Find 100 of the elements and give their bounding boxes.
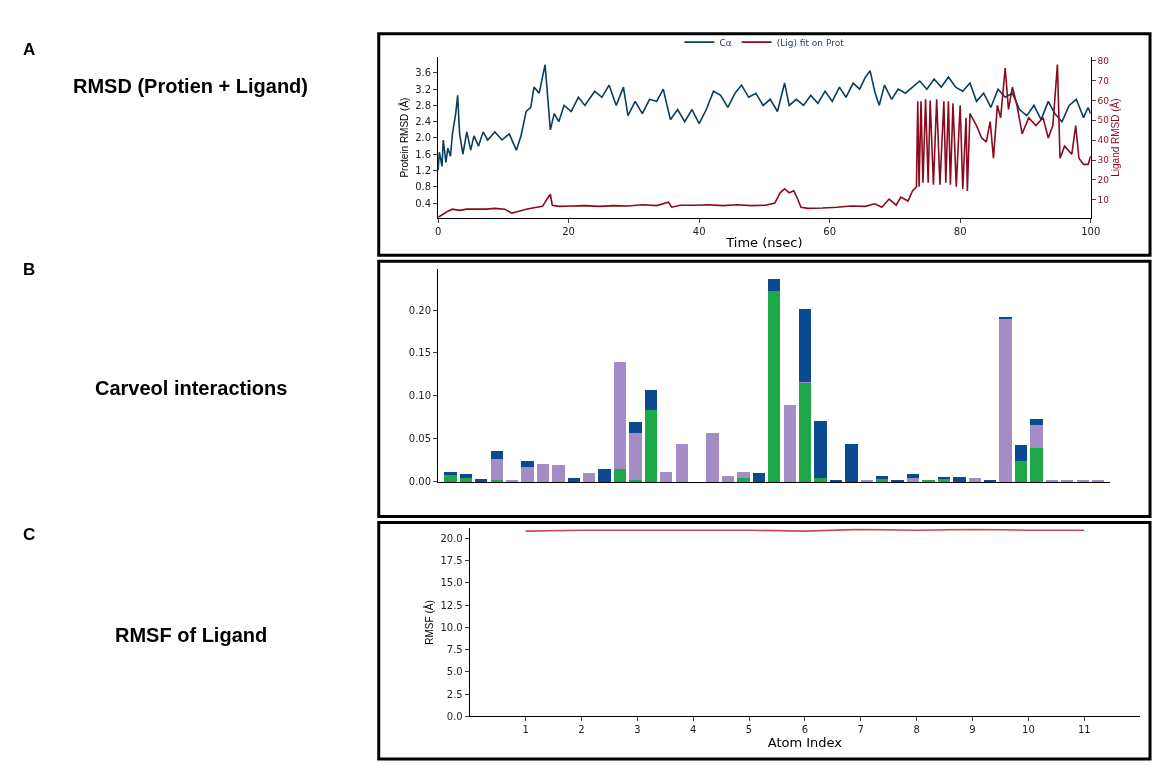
legend-label: (Lig) fit on Prot — [776, 37, 845, 48]
y2-tick-label: 50 — [1097, 115, 1110, 126]
y-tick-label: 17.5 — [440, 555, 463, 567]
y-tick-label: 12.5 — [440, 599, 463, 611]
x-tick-label: 4 — [690, 724, 697, 736]
y2-axis-title: Ligand RMSD (Å) — [1109, 98, 1122, 177]
y2-tick-label: 60 — [1097, 95, 1110, 106]
x-tick-label: 5 — [745, 724, 753, 736]
bar — [876, 479, 889, 482]
bar — [459, 474, 473, 478]
bar — [490, 458, 503, 481]
bar — [1014, 461, 1028, 482]
y2-tick-label: 80 — [1097, 55, 1110, 66]
legend-label: Cα — [719, 37, 732, 48]
y-tick-label: 1.2 — [415, 165, 432, 177]
y-tick-label: 2.0 — [415, 132, 432, 144]
bar — [906, 474, 920, 478]
bar — [475, 479, 488, 482]
bar — [629, 421, 642, 433]
bar — [1030, 447, 1043, 482]
y-tick-label: 0.8 — [415, 181, 432, 193]
bar — [567, 477, 580, 482]
bar — [798, 309, 812, 383]
text: RMSD (Protien + Ligand) — [73, 75, 308, 97]
bar — [613, 362, 627, 470]
y2-tick-label: 70 — [1097, 75, 1110, 86]
bar — [629, 432, 642, 481]
x-axis-title: Atom Index — [767, 735, 843, 751]
x-tick-label: 10 — [1022, 724, 1035, 736]
y2-tick-label: 20 — [1097, 175, 1110, 186]
y-tick-label: 3.6 — [415, 67, 432, 79]
bar — [644, 409, 658, 482]
bar — [660, 472, 673, 482]
x-tick-label: 0 — [434, 225, 442, 237]
bar — [521, 467, 534, 482]
bar — [444, 472, 457, 476]
y-tick-label: 0.05 — [408, 433, 432, 445]
y-tick-label: 2.4 — [415, 116, 432, 128]
bar — [459, 477, 473, 482]
bar — [521, 461, 534, 468]
bar — [768, 279, 781, 292]
text: A — [23, 40, 36, 59]
bar — [721, 475, 735, 482]
x-tick-label: 11 — [1077, 724, 1091, 736]
bar — [737, 477, 750, 482]
bar — [953, 476, 966, 482]
bar — [490, 450, 503, 459]
x-axis-title: Time (nsec) — [725, 235, 803, 251]
y-tick-label: 2.5 — [446, 688, 463, 700]
y-tick-label: 0.15 — [408, 347, 432, 359]
bar — [737, 471, 750, 478]
x-tick-label: 80 — [953, 225, 967, 237]
x-tick-label: 60 — [823, 225, 837, 237]
bar — [845, 444, 858, 482]
x-tick-label: 9 — [969, 724, 976, 736]
x-tick-label: 7 — [857, 724, 864, 736]
x-tick-label: 2 — [578, 724, 585, 736]
bar — [1030, 425, 1043, 448]
y-axis-title: Protein RMSD (Å) — [398, 97, 411, 178]
y-tick-label: 0.0 — [446, 710, 463, 722]
y-tick-label: 2.8 — [415, 99, 432, 111]
x-tick-label: 1 — [522, 724, 529, 736]
y-tick-label: 20.0 — [440, 532, 463, 544]
y-tick-label: 7.5 — [446, 644, 463, 656]
bar — [906, 477, 920, 482]
bar — [552, 464, 565, 482]
y2-tick-label: 40 — [1097, 135, 1110, 146]
bar — [768, 291, 781, 482]
text: B — [23, 260, 36, 279]
x-tick-label: 40 — [692, 225, 706, 237]
bar — [583, 473, 596, 482]
bar — [968, 477, 981, 482]
bar — [644, 389, 658, 410]
bar — [613, 469, 627, 482]
y-tick-label: 0.4 — [415, 197, 432, 209]
x-tick-label: 100 — [1081, 225, 1101, 237]
y-tick-label: 3.2 — [415, 83, 432, 95]
text: C — [23, 525, 36, 544]
x-tick-label: 6 — [801, 724, 809, 736]
bar — [798, 383, 812, 482]
y-tick-label: 10.0 — [440, 621, 463, 633]
text: Carveol interactions — [95, 377, 288, 399]
bar — [598, 469, 611, 482]
y-tick-label: 1.6 — [415, 148, 432, 160]
bar — [444, 475, 457, 482]
y-tick-label: 0.10 — [408, 390, 432, 402]
bar — [1030, 419, 1043, 426]
y-tick-label: 5.0 — [446, 666, 463, 678]
y-tick-label: 0.00 — [408, 476, 432, 488]
bar — [1014, 444, 1028, 462]
bar — [814, 478, 827, 482]
y2-tick-label: 10 — [1097, 194, 1110, 205]
y-tick-label: 15.0 — [440, 577, 463, 589]
y-axis-title: RMSF (Å) — [423, 600, 436, 645]
x-tick-label: 20 — [562, 225, 575, 237]
bar — [675, 444, 688, 482]
bar — [814, 420, 827, 479]
x-tick-label: 8 — [913, 724, 920, 736]
bar — [536, 463, 550, 482]
bar — [706, 432, 719, 482]
